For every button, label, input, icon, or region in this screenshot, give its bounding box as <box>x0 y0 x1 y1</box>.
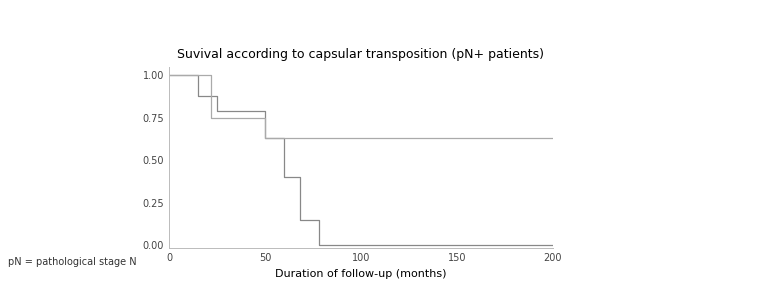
X-axis label: Duration of follow-up (months): Duration of follow-up (months) <box>275 269 447 279</box>
Text: pN = pathological stage N: pN = pathological stage N <box>8 257 136 267</box>
Title: Suvival according to capsular transposition (pN+ patients): Suvival according to capsular transposit… <box>177 48 545 61</box>
